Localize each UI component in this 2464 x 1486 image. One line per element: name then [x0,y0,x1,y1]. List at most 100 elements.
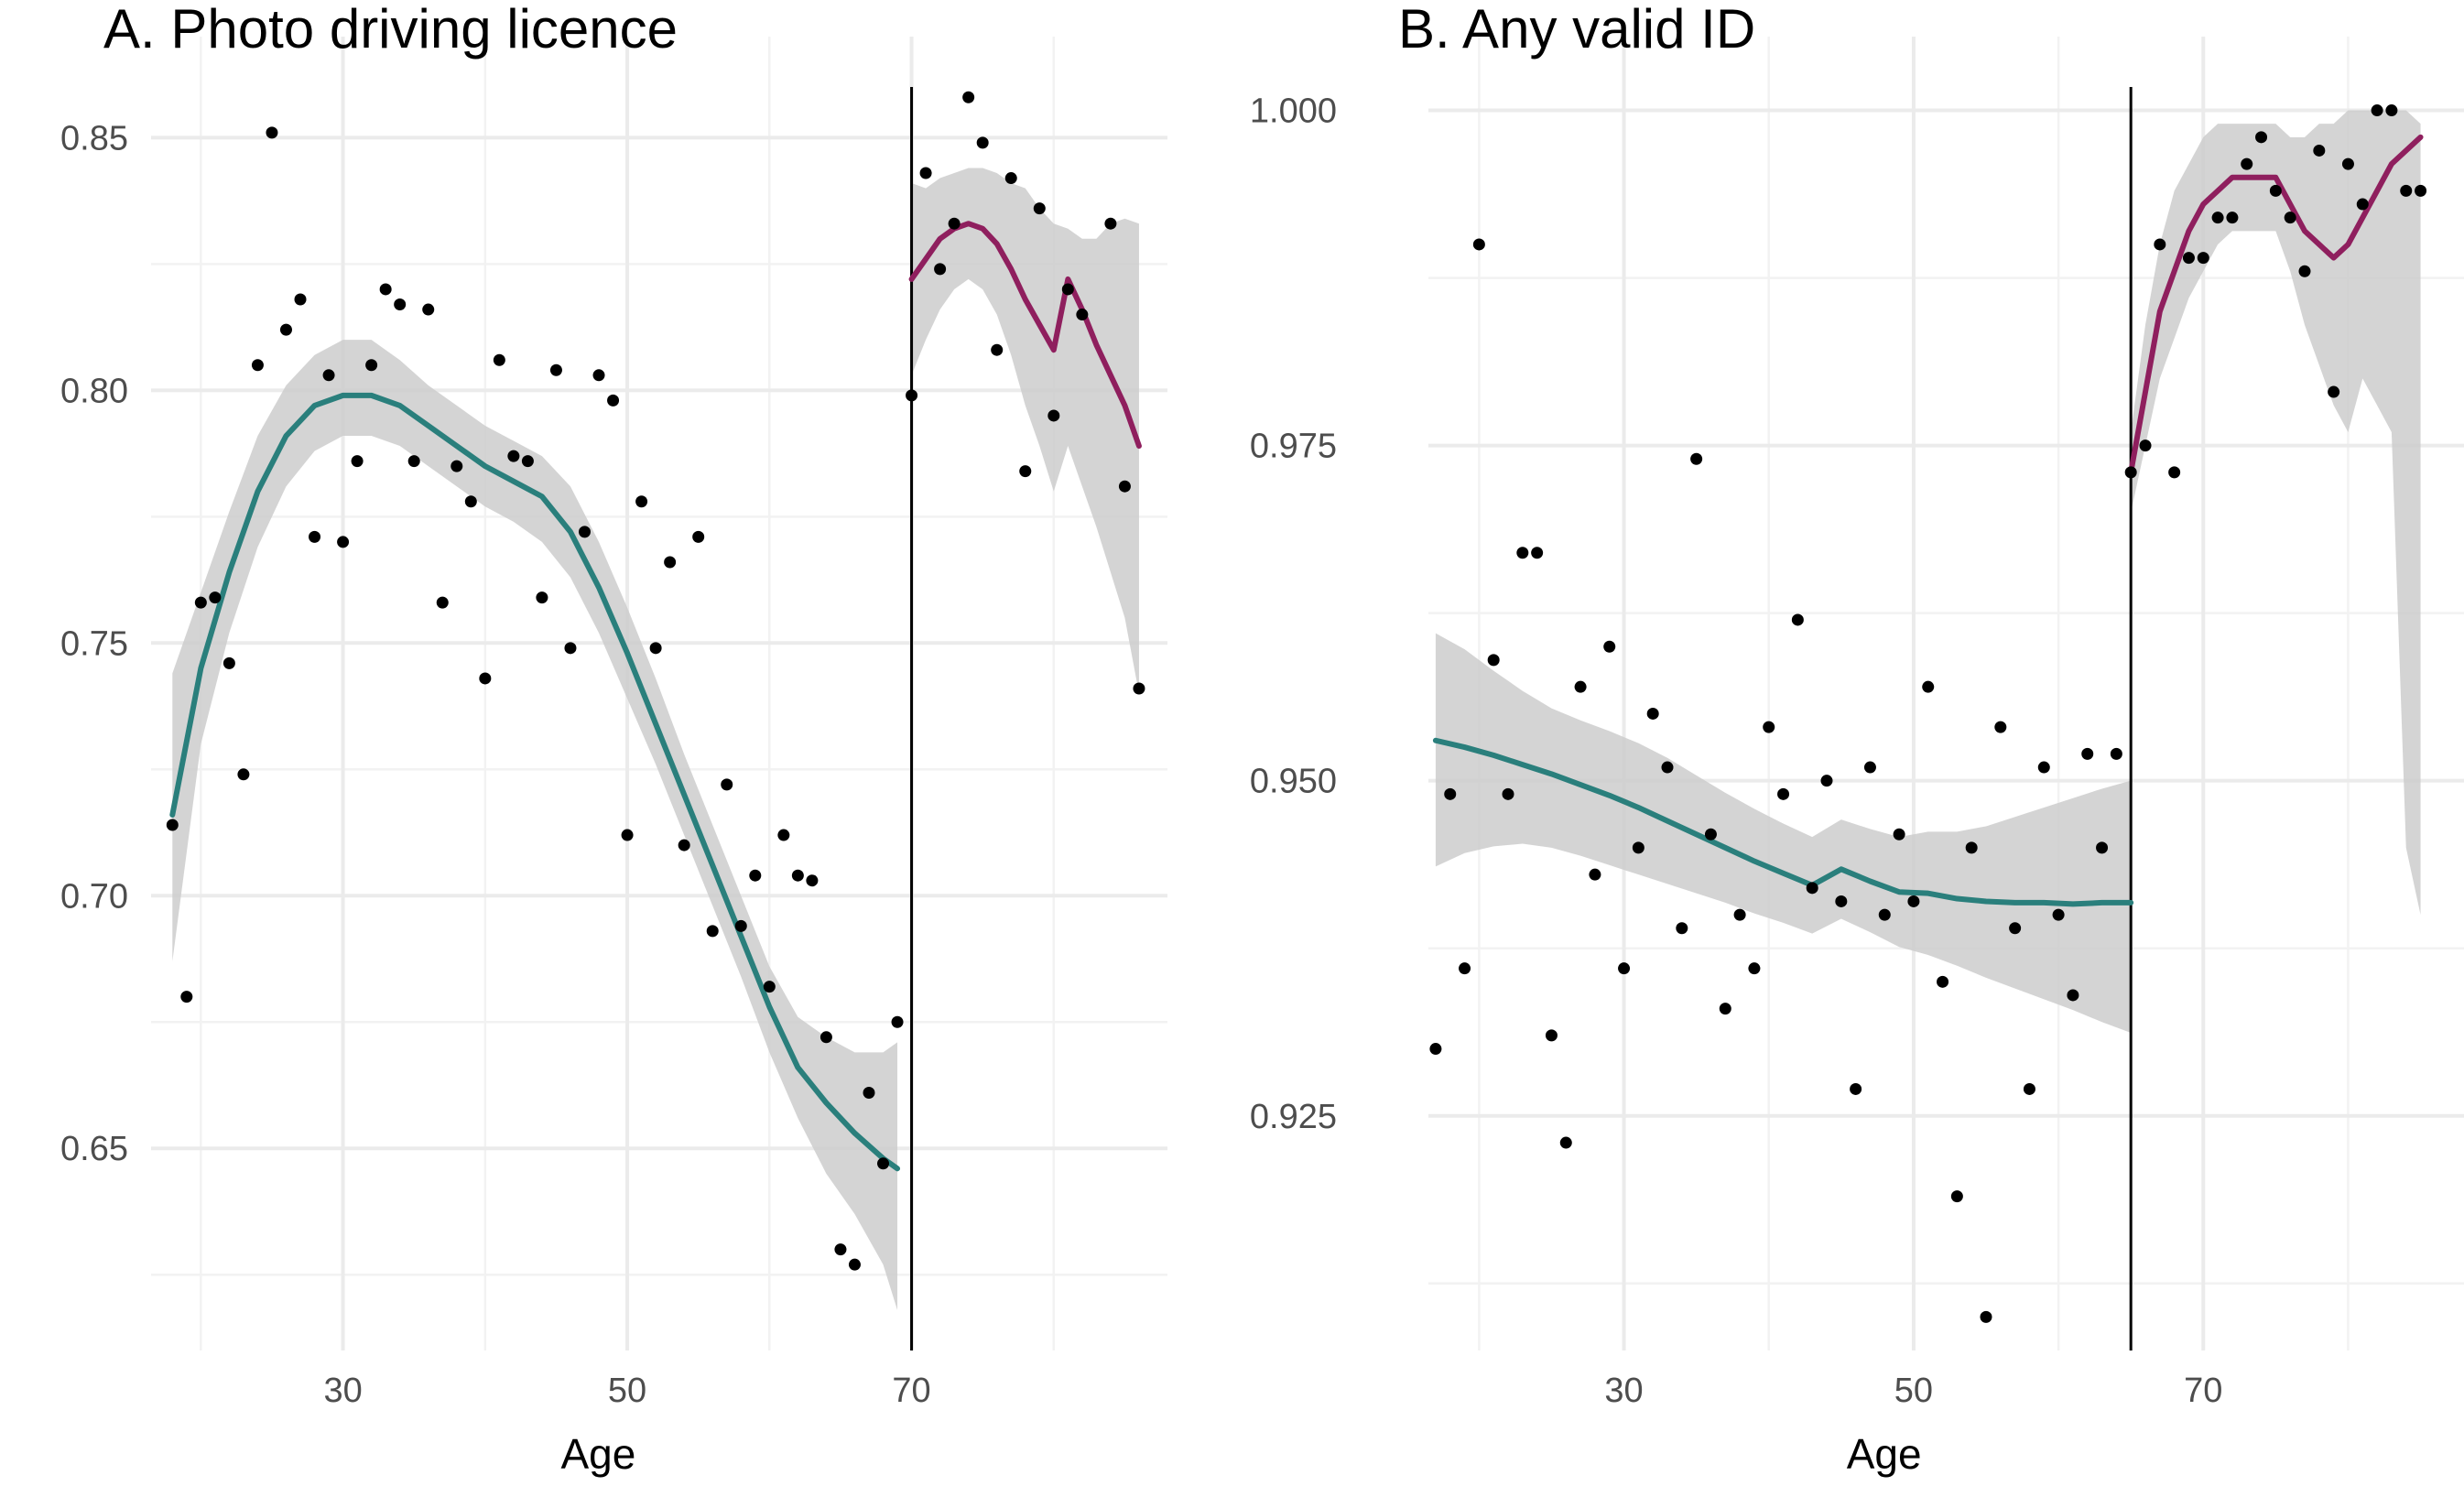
x-tick-label: 50 [608,1372,646,1410]
x-axis-label: Age [1847,1430,1922,1478]
data-point [806,874,819,887]
y-tick-label: 1.000 [1250,92,1337,131]
data-point [1047,409,1060,422]
x-axis-label: Age [560,1430,635,1478]
data-point [2226,212,2239,224]
panel-title: A. Photo driving licence [103,0,678,60]
data-point [1676,922,1688,935]
data-point [1791,613,1804,626]
data-point [1863,761,1876,774]
data-point [2255,131,2268,144]
data-point [763,981,776,993]
data-point [820,1031,832,1044]
data-point [1516,547,1529,559]
y-tick-label: 0.80 [60,372,128,410]
y-tick-label: 0.70 [60,877,128,916]
data-point [1719,1003,1731,1015]
data-point [1777,787,1790,800]
data-point [2197,252,2209,265]
x-tick-label: 30 [1604,1372,1643,1410]
data-point [2385,104,2398,117]
data-point [1893,828,1905,841]
data-point [1444,787,1457,800]
data-point [1104,217,1117,230]
data-point [1574,680,1587,693]
data-point [1061,283,1074,296]
data-point [209,591,222,604]
panel-a: 0.65 0.70 0.75 0.80 0.85 30 50 70 Age A. Photo dr… [60,0,1167,1478]
data-point [1632,841,1644,854]
confidence-band-below-cutoff [1435,633,2132,1033]
data-point [749,869,762,882]
data-point [564,642,577,655]
data-point [1545,1029,1558,1042]
data-point [692,530,705,543]
data-point [877,1157,890,1170]
data-point [279,323,292,336]
data-point [337,536,350,548]
data-point [2211,212,2224,224]
data-point [962,91,975,103]
data-point [1965,841,1978,854]
data-point [365,359,378,372]
data-point [2241,157,2253,170]
data-point [536,591,548,604]
data-point [592,369,605,382]
data-point [237,768,250,781]
data-point [1502,787,1514,800]
x-tick-label: 70 [2184,1372,2222,1410]
data-point [2341,157,2354,170]
data-point [948,217,961,230]
data-point [2400,184,2413,197]
data-point [322,369,335,382]
data-point [2067,989,2079,1002]
data-point [1429,1043,1442,1056]
panel-b: 0.925 0.950 0.975 1.000 30 50 70 Age B. Any vali… [1250,0,2464,1478]
data-point [607,394,620,407]
data-point [251,359,264,372]
data-point [1980,1310,1992,1323]
data-point [1763,721,1775,733]
data-point [379,283,392,296]
data-point [1878,908,1891,921]
data-point [891,1015,904,1028]
data-point [180,991,193,1003]
data-point [1646,707,1659,720]
data-point [464,495,477,508]
data-point [223,656,235,669]
data-point [1076,309,1089,321]
data-point [721,778,733,791]
data-point [479,672,492,685]
data-point [2052,908,2065,921]
data-point [2298,265,2311,277]
fit-line-above-cutoff [908,221,1142,450]
data-point [1748,962,1761,975]
data-point [2269,184,2282,197]
data-point [450,460,463,472]
data-point [1531,547,1544,559]
data-point [678,839,690,851]
data-point [706,925,719,938]
data-point [521,455,534,468]
x-tick-label: 50 [1894,1372,1933,1410]
data-point [1589,868,1601,881]
data-point [1820,775,1833,787]
x-tick-label: 70 [892,1372,930,1410]
data-point [2284,212,2296,224]
fit-line-below-cutoff [169,392,901,1172]
data-point [1806,882,1818,895]
data-point [2110,747,2122,760]
y-tick-label: 0.75 [60,624,128,663]
data-point [309,530,321,543]
data-point [2009,922,2022,935]
data-point [2154,238,2166,251]
data-point [1850,1082,1862,1095]
data-point [1472,238,1485,251]
data-point [194,596,207,609]
data-point [991,343,1004,356]
data-point [351,455,364,468]
data-point [621,829,634,841]
data-point [1033,202,1046,215]
data-point [549,363,562,376]
data-point [507,450,520,462]
